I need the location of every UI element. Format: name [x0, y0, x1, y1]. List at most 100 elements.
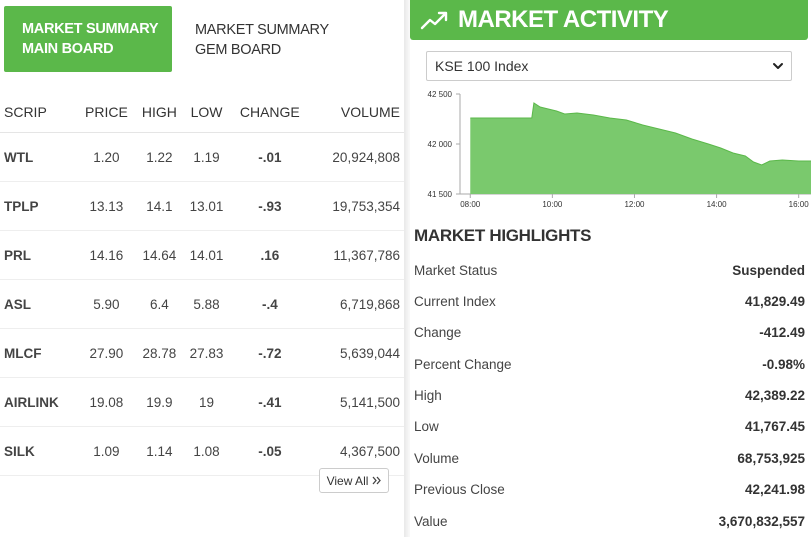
table-row[interactable]: ASL 5.90 6.4 5.88 -.4 6,719,868 — [0, 279, 404, 329]
highlight-label: High — [414, 388, 442, 403]
cell-change: -.01 — [229, 132, 310, 182]
x-tick-label: 12:00 — [624, 200, 645, 209]
highlight-value: 3,670,832,557 — [718, 514, 805, 529]
market-highlights-title: MARKET HIGHLIGHTS — [414, 226, 592, 245]
table-row[interactable]: MLCF 27.90 28.78 27.83 -.72 5,639,044 — [0, 328, 404, 378]
market-activity-panel: MARKET ACTIVITY KSE 100 Index 42 500 42 0… — [410, 0, 811, 537]
highlight-value: -412.49 — [759, 325, 805, 340]
cell-low: 27.83 — [183, 328, 230, 378]
y-tick-label: 42 000 — [428, 140, 453, 149]
highlight-row-volume: Volume 68,753,925 — [414, 443, 805, 474]
highlight-value: -0.98% — [762, 357, 805, 372]
highlight-label: Change — [414, 325, 462, 340]
index-area-chart: 42 500 42 000 41 500 08:00 10:00 12:00 14:00 16… — [428, 90, 811, 209]
cell-high: 1.14 — [135, 426, 184, 476]
trend-up-icon — [420, 11, 448, 30]
cell-volume: 6,719,868 — [309, 279, 404, 329]
y-tick-label: 41 500 — [428, 190, 453, 199]
cell-price: 13.13 — [77, 181, 136, 231]
panel-divider — [404, 0, 410, 537]
highlight-row-percent-change: Percent Change -0.98% — [414, 349, 805, 380]
cell-price: 14.16 — [77, 230, 136, 280]
header-low[interactable]: LOW — [183, 92, 230, 133]
index-area — [470, 103, 811, 194]
cell-volume: 4,367,500 — [309, 426, 404, 476]
tab-main-board[interactable]: MARKET SUMMARY MAIN BOARD — [4, 6, 172, 72]
cell-change: -.41 — [229, 377, 310, 427]
highlight-label: Volume — [414, 451, 460, 466]
cell-volume: 5,639,044 — [309, 328, 404, 378]
cell-change: -.05 — [229, 426, 310, 476]
view-all-button[interactable]: View All — [319, 468, 389, 493]
highlight-label: Value — [414, 514, 448, 529]
highlight-value: 42,389.22 — [744, 388, 805, 403]
x-tick-label: 08:00 — [460, 200, 481, 209]
x-tick-label: 16:00 — [789, 200, 810, 209]
tab-gem-board-line2: GEM BOARD — [195, 42, 281, 58]
cell-price: 19.08 — [77, 377, 136, 427]
double-chevron-right-icon — [372, 476, 382, 485]
cell-change: -.93 — [229, 181, 310, 231]
view-all-label: View All — [326, 473, 369, 488]
cell-scrip: MLCF — [0, 328, 78, 378]
cell-scrip: AIRLINK — [0, 377, 78, 427]
cell-scrip: SILK — [0, 426, 78, 476]
header-scrip[interactable]: SCRIP — [0, 92, 78, 133]
cell-low: 1.08 — [183, 426, 230, 476]
cell-change: .16 — [229, 230, 310, 280]
cell-price: 1.09 — [77, 426, 136, 476]
chevron-down-icon — [773, 63, 783, 69]
cell-high: 14.64 — [135, 230, 184, 280]
x-tick-label: 14:00 — [707, 200, 728, 209]
header-change[interactable]: CHANGE — [229, 92, 310, 133]
market-summary-panel: MARKET SUMMARY MAIN BOARD MARKET SUMMARY… — [0, 0, 404, 537]
market-activity-banner: MARKET ACTIVITY — [410, 0, 808, 40]
highlight-row-previous-close: Previous Close 42,241.98 — [414, 474, 805, 505]
cell-low: 5.88 — [183, 279, 230, 329]
highlight-label: Market Status — [414, 263, 498, 278]
cell-volume: 20,924,808 — [309, 132, 404, 182]
header-high[interactable]: HIGH — [135, 92, 184, 133]
highlight-value: 68,753,925 — [737, 451, 805, 466]
x-tick-label: 10:00 — [542, 200, 563, 209]
cell-low: 14.01 — [183, 230, 230, 280]
highlight-label: Percent Change — [414, 357, 512, 372]
cell-high: 6.4 — [135, 279, 184, 329]
cell-high: 19.9 — [135, 377, 184, 427]
market-activity-title: MARKET ACTIVITY — [458, 6, 669, 33]
highlight-label: Low — [414, 419, 439, 434]
cell-price: 27.90 — [77, 328, 136, 378]
cell-low: 1.19 — [183, 132, 230, 182]
highlight-value: 41,767.45 — [744, 419, 805, 434]
header-price[interactable]: PRICE — [77, 92, 136, 133]
table-row[interactable]: TPLP 13.13 14.1 13.01 -.93 19,753,354 — [0, 181, 404, 231]
cell-volume: 11,367,786 — [309, 230, 404, 280]
table-row[interactable]: PRL 14.16 14.64 14.01 .16 11,367,786 — [0, 230, 404, 280]
index-select[interactable]: KSE 100 Index — [426, 51, 792, 81]
highlight-value: 42,241.98 — [744, 482, 805, 497]
table-row[interactable]: SILK 1.09 1.14 1.08 -.05 4,367,500 — [0, 426, 404, 476]
table-row[interactable]: WTL 1.20 1.22 1.19 -.01 20,924,808 — [0, 132, 404, 182]
tab-gem-board[interactable]: MARKET SUMMARY GEM BOARD — [195, 20, 355, 60]
cell-scrip: TPLP — [0, 181, 78, 231]
highlight-value: Suspended — [732, 263, 805, 278]
cell-scrip: WTL — [0, 132, 78, 182]
header-volume[interactable]: VOLUME — [309, 92, 404, 133]
highlight-row-low: Low 41,767.45 — [414, 411, 805, 442]
table-row[interactable]: AIRLINK 19.08 19.9 19 -.41 5,141,500 — [0, 377, 404, 427]
cell-low: 19 — [183, 377, 230, 427]
highlight-label: Previous Close — [414, 482, 505, 497]
cell-volume: 19,753,354 — [309, 181, 404, 231]
cell-volume: 5,141,500 — [309, 377, 404, 427]
highlight-label: Current Index — [414, 294, 496, 309]
cell-change: -.72 — [229, 328, 310, 378]
cell-low: 13.01 — [183, 181, 230, 231]
highlight-row-change: Change -412.49 — [414, 317, 805, 348]
highlight-value: 41,829.49 — [744, 294, 805, 309]
highlight-row-high: High 42,389.22 — [414, 380, 805, 411]
cell-price: 5.90 — [77, 279, 136, 329]
index-line — [470, 102, 811, 166]
tab-gem-board-line1: MARKET SUMMARY — [195, 22, 329, 38]
cell-high: 1.22 — [135, 132, 184, 182]
highlight-row-value: Value 3,670,832,557 — [414, 506, 805, 537]
